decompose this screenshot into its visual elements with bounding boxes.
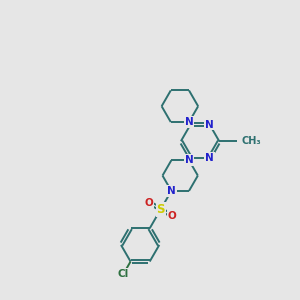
- Text: N: N: [184, 117, 194, 127]
- Text: N: N: [184, 155, 194, 165]
- Text: N: N: [205, 120, 214, 130]
- Text: S: S: [157, 203, 165, 216]
- Text: Cl: Cl: [118, 269, 129, 279]
- Text: O: O: [168, 211, 177, 221]
- Text: N: N: [205, 153, 214, 163]
- Text: CH₃: CH₃: [241, 136, 261, 146]
- Text: O: O: [145, 198, 154, 208]
- Text: N: N: [167, 186, 176, 196]
